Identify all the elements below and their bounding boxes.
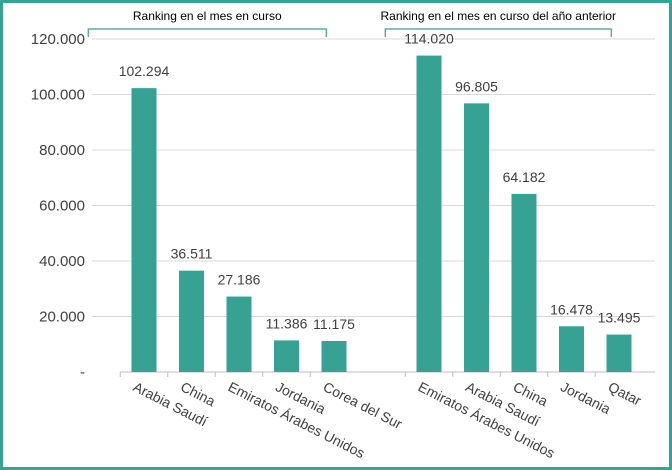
data-label: 13.495 bbox=[598, 310, 641, 326]
data-label: 64.182 bbox=[503, 169, 546, 185]
y-tick-label: 60.000 bbox=[39, 198, 85, 215]
bar bbox=[511, 193, 537, 372]
bar bbox=[559, 326, 584, 372]
bar bbox=[131, 88, 157, 372]
bar bbox=[179, 270, 204, 372]
data-label: 114.020 bbox=[404, 31, 454, 47]
data-label: 102.294 bbox=[119, 63, 170, 79]
group-title: Ranking en el mes en curso del año anter… bbox=[381, 9, 616, 23]
data-label: 11.175 bbox=[313, 316, 355, 332]
category-label: Corea del Sur bbox=[321, 378, 406, 432]
bar bbox=[464, 103, 489, 373]
data-label: 36.511 bbox=[171, 246, 213, 262]
bar bbox=[274, 340, 299, 372]
y-tick-label: 20.000 bbox=[39, 309, 85, 326]
bar bbox=[416, 55, 442, 372]
bar bbox=[606, 334, 632, 372]
y-tick-label: - bbox=[80, 364, 85, 381]
bar bbox=[226, 296, 252, 372]
bar bbox=[321, 340, 347, 372]
data-label: 16.478 bbox=[550, 301, 593, 317]
data-label: 96.805 bbox=[455, 78, 498, 94]
data-label: 11.386 bbox=[266, 315, 308, 331]
category-label: Jordania bbox=[558, 378, 613, 417]
data-label: 27.186 bbox=[218, 272, 261, 288]
y-tick-label: 120.000 bbox=[31, 31, 85, 48]
group-bracket bbox=[384, 28, 612, 37]
y-tick-label: 40.000 bbox=[39, 253, 85, 270]
y-tick-label: 80.000 bbox=[39, 142, 85, 159]
group-bracket bbox=[87, 28, 327, 37]
y-tick-label: 100.000 bbox=[31, 87, 85, 104]
group-title: Ranking en el mes en curso bbox=[133, 9, 282, 23]
